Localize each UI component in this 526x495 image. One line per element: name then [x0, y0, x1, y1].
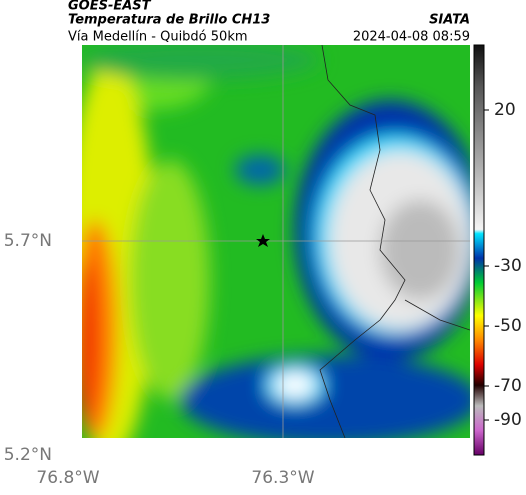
colorbar-tick-label: -90 — [494, 410, 522, 430]
route: Vía Medellín - Quibdó 50km — [68, 30, 248, 45]
lon-label: 76.3°W — [251, 468, 314, 488]
colorbar-tick-label: -70 — [494, 376, 522, 396]
colorbar — [473, 44, 485, 456]
timestamp: 2024-04-08 08:59 — [353, 30, 470, 45]
lat-label: 5.7°N — [4, 231, 52, 251]
colorbar-tick-label: -30 — [494, 256, 522, 276]
source: GOES-EAST — [68, 0, 152, 14]
colorbar-tick-label: 20 — [494, 100, 516, 120]
satellite-image — [82, 45, 470, 438]
org: SIATA — [429, 13, 470, 28]
lon-label: 76.8°W — [36, 468, 99, 488]
colorbar-tick-label: -50 — [494, 316, 522, 336]
lat-label: 5.2°N — [4, 445, 52, 465]
title: Temperatura de Brillo CH13 — [68, 13, 270, 28]
